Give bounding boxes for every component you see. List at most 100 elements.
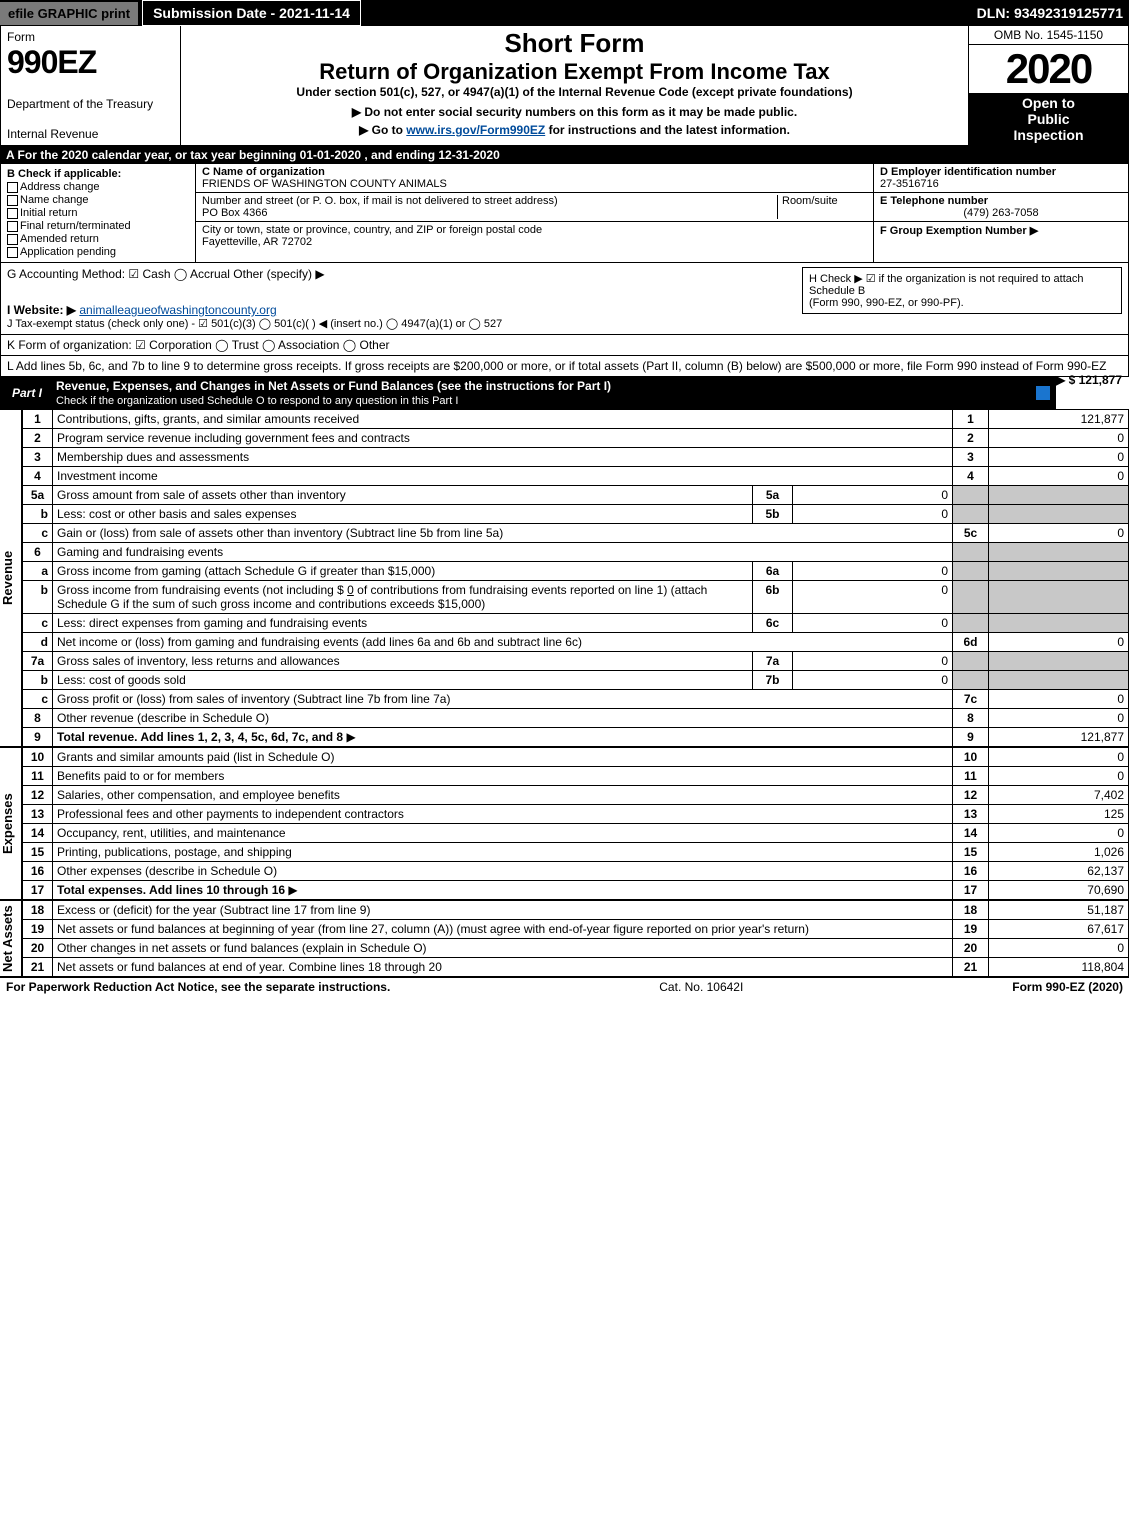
line-6-desc: Gaming and fundraising events: [53, 543, 953, 562]
line-6a-midval: 0: [793, 562, 953, 581]
line-5b: bLess: cost or other basis and sales exp…: [23, 505, 1129, 524]
line-21-desc: Net assets or fund balances at end of ye…: [53, 958, 953, 977]
d-label: D Employer identification number: [880, 166, 1122, 178]
line-6d-desc: Net income or (loss) from gaming and fun…: [53, 633, 953, 652]
lbl-name-change: Name change: [20, 194, 89, 206]
lbl-address-change: Address change: [20, 181, 100, 193]
website-link[interactable]: animalleagueofwashingtoncounty.org: [79, 303, 276, 317]
line-6a: aGross income from gaming (attach Schedu…: [23, 562, 1129, 581]
line-18-rn: 18: [953, 901, 989, 920]
line-l-text: L Add lines 5b, 6c, and 7b to line 9 to …: [7, 359, 1106, 373]
dept-treasury: Department of the Treasury: [7, 97, 174, 111]
line-6a-rn-shade: [953, 562, 989, 581]
line-6c-desc: Less: direct expenses from gaming and fu…: [53, 614, 753, 633]
line-8-desc: Other revenue (describe in Schedule O): [53, 709, 953, 728]
f-label: F Group Exemption Number ▶: [880, 224, 1122, 237]
line-8-rn: 8: [953, 709, 989, 728]
chk-application-pending[interactable]: Application pending: [7, 246, 189, 258]
line-5a-rn-shade: [953, 486, 989, 505]
identity-block: B Check if applicable: Address change Na…: [0, 164, 1129, 263]
line-16-desc: Other expenses (describe in Schedule O): [53, 862, 953, 881]
chk-amended-return[interactable]: Amended return: [7, 233, 189, 245]
line-6d-val: 0: [989, 633, 1129, 652]
goto-link[interactable]: www.irs.gov/Form990EZ: [406, 123, 545, 137]
line-16: 16Other expenses (describe in Schedule O…: [23, 862, 1129, 881]
line-6b-midval: 0: [793, 581, 953, 614]
line-6b-mid: 6b: [753, 581, 793, 614]
title-block: Short Form Return of Organization Exempt…: [181, 26, 968, 145]
lbl-application-pending: Application pending: [20, 246, 116, 258]
year-block: OMB No. 1545-1150 2020 Open to Public In…: [968, 26, 1128, 145]
line-13-rn: 13: [953, 805, 989, 824]
line-6a-desc: Gross income from gaming (attach Schedul…: [53, 562, 753, 581]
line-j: J Tax-exempt status (check only one) - ☑…: [7, 317, 1122, 330]
line-14-desc: Occupancy, rent, utilities, and maintena…: [53, 824, 953, 843]
box-b: B Check if applicable: Address change Na…: [1, 164, 196, 262]
line-4-desc: Investment income: [53, 467, 953, 486]
netassets-section: Net Assets 18Excess or (deficit) for the…: [0, 900, 1129, 977]
chk-name-change[interactable]: Name change: [7, 194, 189, 206]
box-e: E Telephone number (479) 263-7058: [874, 193, 1128, 222]
line-3-val: 0: [989, 448, 1129, 467]
line-11-desc: Benefits paid to or for members: [53, 767, 953, 786]
line-9-val: 121,877: [989, 728, 1129, 747]
lbl-final-return: Final return/terminated: [20, 220, 131, 232]
c-label: C Name of organization: [202, 166, 447, 178]
line-8: 8Other revenue (describe in Schedule O)8…: [23, 709, 1129, 728]
return-title: Return of Organization Exempt From Incom…: [187, 59, 962, 85]
box-def: D Employer identification number 27-3516…: [873, 164, 1128, 262]
expenses-side-label: Expenses: [0, 747, 22, 900]
line-6b-desc1: Gross income from fundraising events (no…: [57, 583, 347, 597]
part-i-checkbox[interactable]: [1036, 386, 1050, 400]
dept-irs: Internal Revenue: [7, 127, 174, 141]
line-7a-rn-shade: [953, 652, 989, 671]
line-7c-rn: 7c: [953, 690, 989, 709]
line-6: 6Gaming and fundraising events: [23, 543, 1129, 562]
line-6c-rn-shade: [953, 614, 989, 633]
line-7b-mid: 7b: [753, 671, 793, 690]
line-2-rn: 2: [953, 429, 989, 448]
ghi-block: H Check ▶ ☑ if the organization is not r…: [0, 263, 1129, 335]
line-10: 10Grants and similar amounts paid (list …: [23, 748, 1129, 767]
line-6b-val-shade: [989, 581, 1129, 614]
i-label: I Website: ▶: [7, 303, 76, 317]
line-2-desc: Program service revenue including govern…: [53, 429, 953, 448]
line-1-desc: Contributions, gifts, grants, and simila…: [53, 410, 953, 429]
line-2-val: 0: [989, 429, 1129, 448]
chk-initial-return[interactable]: Initial return: [7, 207, 189, 219]
chk-final-return[interactable]: Final return/terminated: [7, 220, 189, 232]
line-17: 17Total expenses. Add lines 10 through 1…: [23, 881, 1129, 900]
line-13-desc: Professional fees and other payments to …: [53, 805, 953, 824]
line-12-rn: 12: [953, 786, 989, 805]
line-5b-val-shade: [989, 505, 1129, 524]
line-l: L Add lines 5b, 6c, and 7b to line 9 to …: [0, 356, 1129, 377]
line-6b-ul: 0: [347, 583, 354, 597]
box-d: D Employer identification number 27-3516…: [874, 164, 1128, 193]
footer-cat-no: Cat. No. 10642I: [659, 980, 743, 994]
line-5a-desc: Gross amount from sale of assets other t…: [53, 486, 753, 505]
open-to-public: Open to Public Inspection: [969, 93, 1128, 145]
line-5c-val: 0: [989, 524, 1129, 543]
goto-pre: ▶ Go to: [359, 123, 406, 137]
room-suite-label: Room/suite: [777, 195, 867, 219]
lbl-initial-return: Initial return: [20, 207, 77, 219]
line-12-val: 7,402: [989, 786, 1129, 805]
line-3-desc: Membership dues and assessments: [53, 448, 953, 467]
e-label: E Telephone number: [880, 195, 1122, 207]
lbl-amended-return: Amended return: [20, 233, 99, 245]
efile-label: efile GRAPHIC print: [0, 2, 138, 25]
line-5a-midval: 0: [793, 486, 953, 505]
short-form-title: Short Form: [187, 28, 962, 59]
form-label: Form: [7, 30, 174, 44]
box-c: C Name of organization FRIENDS OF WASHIN…: [196, 164, 873, 262]
ssn-warning: ▶ Do not enter social security numbers o…: [187, 105, 962, 119]
line-6b: bGross income from fundraising events (n…: [23, 581, 1129, 614]
chk-address-change[interactable]: Address change: [7, 181, 189, 193]
line-3-rn: 3: [953, 448, 989, 467]
line-1-rn: 1: [953, 410, 989, 429]
line-l-amount: ▶ $ 121,877: [1056, 373, 1122, 387]
line-7b-midval: 0: [793, 671, 953, 690]
line-13: 13Professional fees and other payments t…: [23, 805, 1129, 824]
line-5a-mid: 5a: [753, 486, 793, 505]
revenue-side-label: Revenue: [0, 409, 22, 747]
